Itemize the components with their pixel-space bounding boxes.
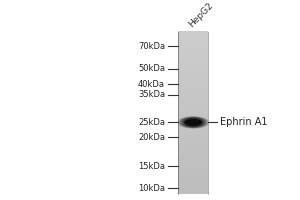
Ellipse shape <box>182 118 205 127</box>
Text: 25kDa: 25kDa <box>138 118 165 127</box>
Ellipse shape <box>184 118 203 126</box>
Ellipse shape <box>185 120 202 125</box>
Ellipse shape <box>185 119 201 126</box>
Text: 35kDa: 35kDa <box>138 90 165 99</box>
Text: 70kDa: 70kDa <box>138 42 165 51</box>
Ellipse shape <box>187 120 199 125</box>
Text: Ephrin A1: Ephrin A1 <box>220 117 268 127</box>
Text: 10kDa: 10kDa <box>138 184 165 193</box>
Text: 15kDa: 15kDa <box>138 162 165 171</box>
Text: 50kDa: 50kDa <box>138 64 165 73</box>
Text: 40kDa: 40kDa <box>138 80 165 89</box>
Ellipse shape <box>178 117 208 128</box>
Text: 20kDa: 20kDa <box>138 133 165 142</box>
Ellipse shape <box>180 117 206 127</box>
Text: HepG2: HepG2 <box>187 1 215 29</box>
